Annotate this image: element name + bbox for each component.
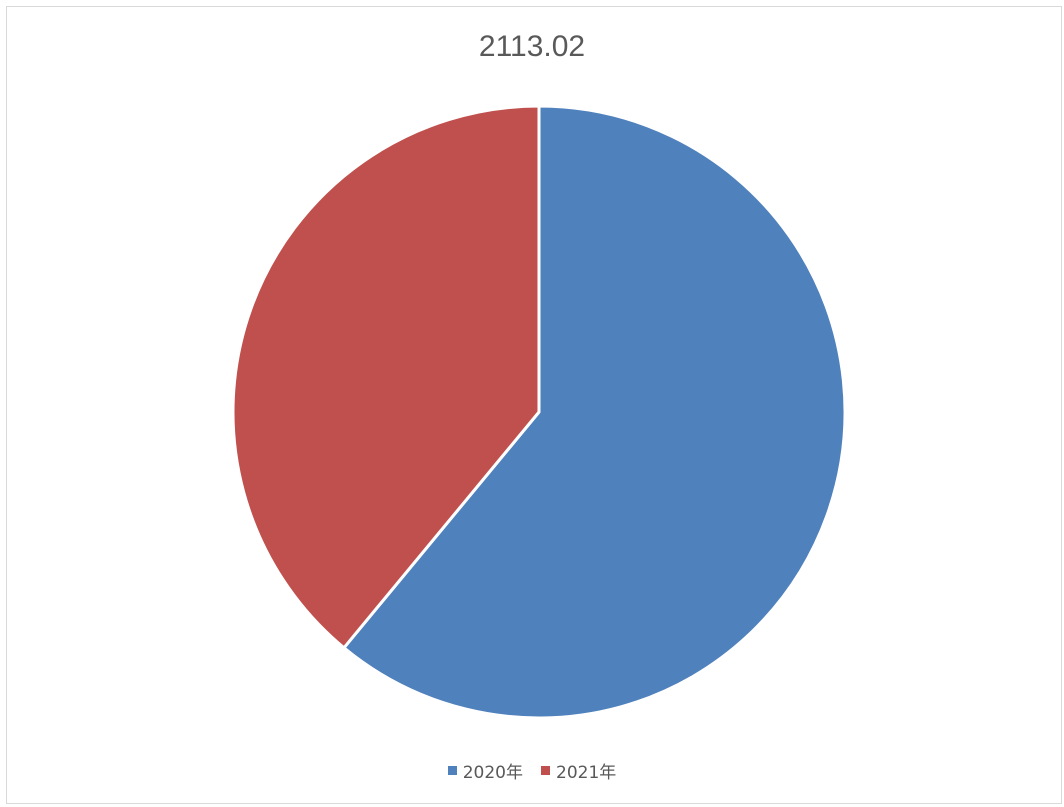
- pie-slices: [231, 104, 847, 720]
- chart-title: 2113.02: [478, 30, 586, 63]
- pie-slice-2021[interactable]: [231, 104, 541, 650]
- legend: 2020年 2021年: [0, 758, 1064, 783]
- legend-swatch-2020: [447, 766, 457, 775]
- legend-label-2020: 2020年: [462, 763, 523, 783]
- pie-slice-2020[interactable]: [342, 104, 847, 720]
- legend-item-2021[interactable]: 2021年: [541, 758, 616, 783]
- legend-item-2020[interactable]: 2020年: [447, 758, 523, 783]
- legend-swatch-2021: [541, 766, 550, 775]
- legend-label-2021: 2021年: [556, 763, 617, 783]
